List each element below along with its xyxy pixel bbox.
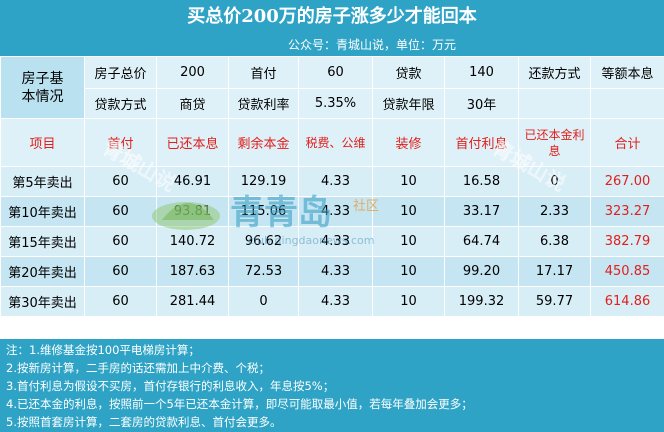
table-cell: 4.33 — [298, 166, 373, 197]
table-cell: 187.63 — [156, 256, 229, 287]
table-row: 第5年卖出 60 46.91 129.19 4.33 10 16.58 0 267.00 — [0, 166, 664, 197]
column-header-row: 项目 首付 已还本息 剩余本金 税费、公维 装修 首付利息 已还本金利息 合计 — [0, 118, 664, 167]
table-row: 第20年卖出 60 187.63 72.53 4.33 10 99.20 17.17 450.8… — [0, 256, 664, 287]
basic-cell: 60 — [298, 56, 373, 89]
basic-cell: 等额本息 — [590, 56, 664, 89]
data-table: 房子基本情况 房子总价 200 首付 60 贷款 140 还款方式 等额本息 贷… — [0, 56, 664, 317]
table-row: 第10年卖出 60 93.81 115.06 4.33 10 33.17 2.33 323.27 — [0, 196, 664, 227]
basic-cell: 贷款方式 — [84, 88, 157, 119]
table-cell: 60 — [84, 256, 157, 287]
note-line: 3.首付利息为假设不买房，首付存银行的利息收入，年息按5%； — [6, 379, 335, 393]
table-cell: 33.17 — [444, 196, 519, 227]
basic-cell: 140 — [444, 56, 519, 89]
table-cell: 46.91 — [156, 166, 229, 197]
table-cell: 6.38 — [518, 226, 591, 257]
table-cell: 17.17 — [518, 256, 591, 287]
table-cell: 0 — [518, 166, 591, 197]
table-body: 第5年卖出 60 46.91 129.19 4.33 10 16.58 0 267.00 第10年… — [0, 166, 664, 317]
table-row: 第30年卖出 60 281.44 0 4.33 10 199.32 59.77 614.86 — [0, 286, 664, 317]
table-cell: 10 — [372, 226, 445, 257]
column-header: 剩余本金 — [228, 118, 299, 167]
table-cell: 140.72 — [156, 226, 229, 257]
table-cell: 96.62 — [228, 226, 299, 257]
column-header: 首付利息 — [444, 118, 519, 167]
note-line: 注：1.维修基金按100平电梯房计算； — [6, 343, 200, 357]
table-cell: 93.81 — [156, 196, 229, 227]
total-cell: 267.00 — [590, 166, 664, 197]
table-cell: 2.33 — [518, 196, 591, 227]
basic-cell: 贷款年限 — [372, 88, 445, 119]
table-cell: 10 — [372, 256, 445, 287]
basic-cell — [518, 88, 591, 119]
row-label: 第30年卖出 — [0, 286, 85, 317]
table-cell: 60 — [84, 226, 157, 257]
basic-cell: 贷款 — [372, 56, 445, 89]
basic-cell: 贷款利率 — [228, 88, 299, 119]
column-header: 已还本金利息 — [518, 118, 591, 167]
total-cell: 450.85 — [590, 256, 664, 287]
total-cell: 382.79 — [590, 226, 664, 257]
row-label: 第15年卖出 — [0, 226, 85, 257]
table-cell: 4.33 — [298, 286, 373, 317]
basic-cell: 房子总价 — [84, 56, 157, 89]
table-cell: 59.77 — [518, 286, 591, 317]
basic-label: 房子基本情况 — [0, 56, 85, 119]
table-cell: 0 — [228, 286, 299, 317]
table-cell: 4.33 — [298, 226, 373, 257]
table-cell: 10 — [372, 286, 445, 317]
column-header: 税费、公维 — [298, 118, 373, 167]
table-cell: 99.20 — [444, 256, 519, 287]
table-cell: 60 — [84, 166, 157, 197]
table-cell: 60 — [84, 196, 157, 227]
row-label: 第5年卖出 — [0, 166, 85, 197]
note-line: 2.按新房计算，二手房的话还需加上中介费、个税； — [6, 361, 270, 375]
page-subtitle: 公众号：青城山说，单位：万元 — [0, 34, 664, 56]
table-cell: 4.33 — [298, 196, 373, 227]
column-header: 已还本息 — [156, 118, 229, 167]
column-header: 项目 — [0, 118, 85, 167]
column-header: 装修 — [372, 118, 445, 167]
table-cell: 64.74 — [444, 226, 519, 257]
basic-cell: 还款方式 — [518, 56, 591, 89]
total-cell: 323.27 — [590, 196, 664, 227]
table-cell: 10 — [372, 166, 445, 197]
basic-cell: 200 — [156, 56, 229, 89]
basic-row-2: 贷款方式 商贷 贷款利率 5.35% 贷款年限 30年 — [0, 88, 664, 119]
row-label: 第10年卖出 — [0, 196, 85, 227]
column-header: 合计 — [590, 118, 664, 167]
table-cell: 16.58 — [444, 166, 519, 197]
column-header: 首付 — [84, 118, 157, 167]
table-cell: 4.33 — [298, 256, 373, 287]
table-cell: 10 — [372, 196, 445, 227]
notes-panel: 注：1.维修基金按100平电梯房计算； 2.按新房计算，二手房的话还需加上中介费… — [0, 339, 664, 432]
table-row: 第15年卖出 60 140.72 96.62 4.33 10 64.74 6.38 382.79 — [0, 226, 664, 257]
basic-cell: 5.35% — [298, 88, 373, 119]
note-line: 4.已还本金的利息，按照前一个5年已还本金计算，即尽可能取最小值，若每年叠加会更… — [6, 397, 473, 411]
basic-cell: 30年 — [444, 88, 519, 119]
basic-cell: 商贷 — [156, 88, 229, 119]
note-line: 5.按照首套房计算，二套房的贷款利息、首付会更多。 — [6, 415, 282, 429]
table-cell: 115.06 — [228, 196, 299, 227]
total-cell: 614.86 — [590, 286, 664, 317]
basic-cell: 首付 — [228, 56, 299, 89]
table-cell: 72.53 — [228, 256, 299, 287]
basic-cell — [590, 88, 664, 119]
table-cell: 129.19 — [228, 166, 299, 197]
table-cell: 281.44 — [156, 286, 229, 317]
table-cell: 199.32 — [444, 286, 519, 317]
row-label: 第20年卖出 — [0, 256, 85, 287]
basic-row-1: 房子基本情况 房子总价 200 首付 60 贷款 140 还款方式 等额本息 — [0, 56, 664, 119]
table-cell: 60 — [84, 286, 157, 317]
page-title: 买总价200万的房子涨多少才能回本 — [0, 0, 664, 34]
